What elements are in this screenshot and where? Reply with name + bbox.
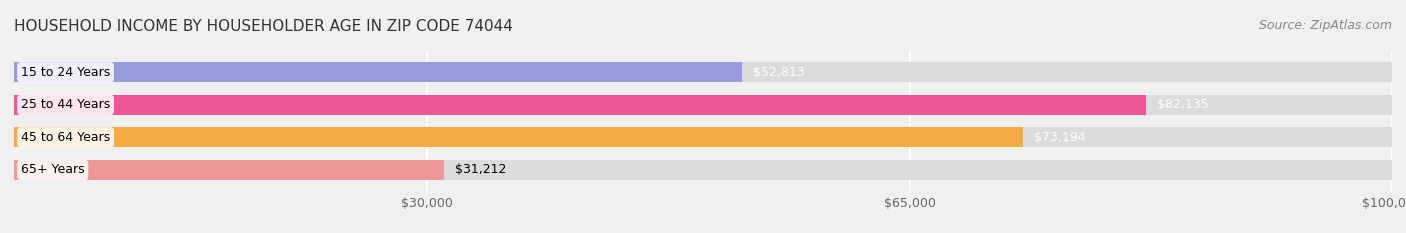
Text: 25 to 44 Years: 25 to 44 Years xyxy=(21,98,110,111)
Text: $82,135: $82,135 xyxy=(1157,98,1208,111)
Bar xyxy=(14,127,1022,147)
Bar xyxy=(14,160,444,180)
Text: $73,194: $73,194 xyxy=(1033,131,1085,144)
Text: HOUSEHOLD INCOME BY HOUSEHOLDER AGE IN ZIP CODE 74044: HOUSEHOLD INCOME BY HOUSEHOLDER AGE IN Z… xyxy=(14,19,513,34)
Text: 45 to 64 Years: 45 to 64 Years xyxy=(21,131,110,144)
Text: 65+ Years: 65+ Years xyxy=(21,163,84,176)
Text: $52,813: $52,813 xyxy=(752,66,804,79)
Bar xyxy=(14,160,1392,180)
Text: $31,212: $31,212 xyxy=(456,163,506,176)
Text: Source: ZipAtlas.com: Source: ZipAtlas.com xyxy=(1258,19,1392,32)
Bar xyxy=(14,95,1146,115)
Bar xyxy=(14,95,1392,115)
Bar xyxy=(14,127,1392,147)
Bar xyxy=(14,62,1392,82)
Text: 15 to 24 Years: 15 to 24 Years xyxy=(21,66,110,79)
Bar xyxy=(14,62,742,82)
